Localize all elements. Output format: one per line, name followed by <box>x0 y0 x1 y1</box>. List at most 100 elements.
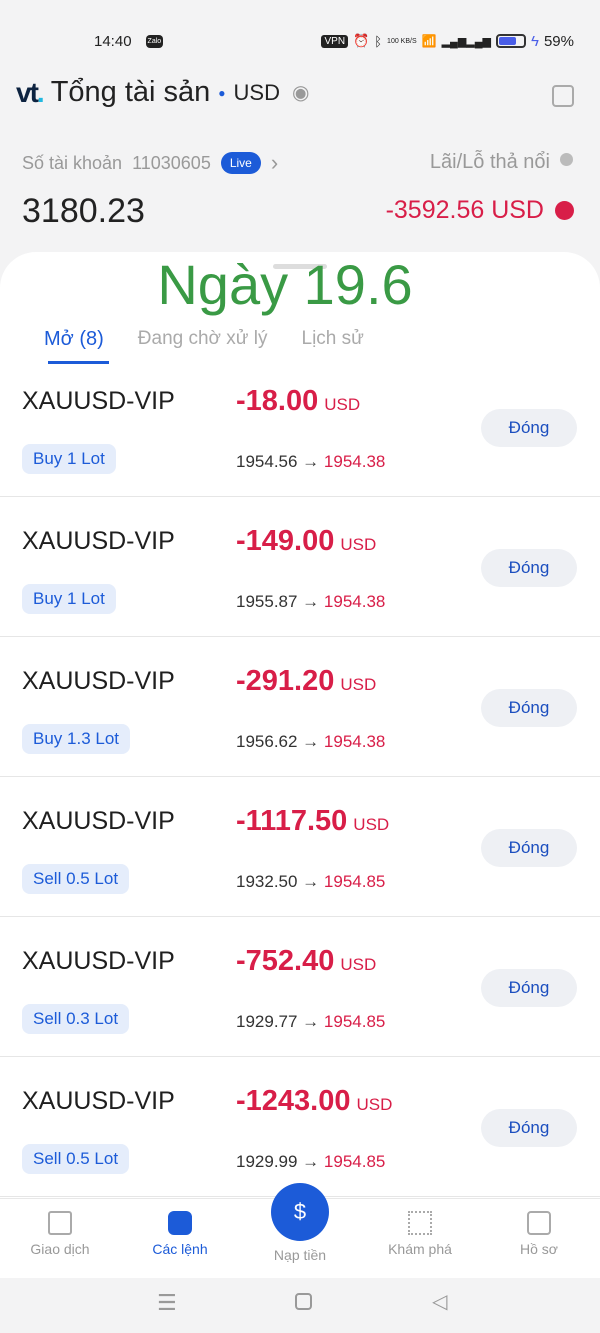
eye-icon[interactable]: ◉ <box>292 82 310 104</box>
tab-pending[interactable]: Đang chờ xử lý <box>137 328 268 349</box>
page-title: Tổng tài sản <box>50 76 211 108</box>
balance: 3180.23 <box>22 192 145 230</box>
pnl-currency: USD <box>353 815 390 834</box>
bottom-nav: Giao dịch Các lệnh $ Nạp tiền Khám phá H… <box>0 1183 600 1278</box>
close-order-button[interactable]: Đóng <box>481 969 577 1007</box>
pnl-currency: USD <box>340 675 377 694</box>
close-order-button[interactable]: Đóng <box>481 409 577 447</box>
live-badge: Live <box>220 152 261 174</box>
open-price: 1929.77 <box>236 1012 298 1031</box>
open-price: 1956.62 <box>236 732 298 751</box>
orders-icon <box>168 1211 192 1235</box>
home-icon[interactable] <box>295 1293 312 1310</box>
order-prices: 1954.56 → 1954.38 <box>236 452 386 471</box>
order-side-badge: Sell 0.5 Lot <box>22 1144 130 1174</box>
message-icon[interactable] <box>552 85 574 107</box>
order-prices: 1929.99 → 1954.85 <box>236 1152 386 1171</box>
pnl-currency: USD <box>356 1095 393 1114</box>
close-order-button[interactable]: Đóng <box>481 829 577 867</box>
open-price: 1954.56 <box>236 452 298 471</box>
tab-underline <box>48 361 109 364</box>
nav-trade[interactable]: Giao dịch <box>5 1211 115 1257</box>
chevron-down-icon[interactable] <box>555 201 574 220</box>
drag-handle[interactable] <box>273 264 327 269</box>
order-symbol: XAUUSD-VIP <box>22 387 175 415</box>
grid-icon <box>408 1211 432 1235</box>
order-row[interactable]: XAUUSD-VIP -149.00 USD Buy 1 Lot 1955.87 … <box>0 497 600 637</box>
close-order-button[interactable]: Đóng <box>481 689 577 727</box>
order-symbol: XAUUSD-VIP <box>22 527 175 555</box>
battery-icon <box>496 34 527 48</box>
back-icon[interactable]: ◁ <box>432 1291 448 1313</box>
tab-history[interactable]: Lịch sử <box>301 328 364 349</box>
clock: 14:40 <box>94 32 132 50</box>
date-overlay: Ngày 19.6 <box>157 253 413 316</box>
pnl-currency: USD <box>340 955 377 974</box>
order-pnl: -1243.00 USD <box>236 1085 392 1118</box>
nav-deposit[interactable]: Nạp tiền <box>273 1247 327 1263</box>
vpn-icon: VPN <box>321 34 349 48</box>
order-symbol: XAUUSD-VIP <box>22 807 175 835</box>
nav-label: Giao dịch <box>30 1241 90 1257</box>
order-row[interactable]: XAUUSD-VIP -291.20 USD Buy 1.3 Lot 1956.6… <box>0 637 600 777</box>
open-price: 1929.99 <box>236 1152 298 1171</box>
chart-icon <box>48 1211 72 1235</box>
charging-icon: ϟ <box>531 32 539 50</box>
tabs: Mở (8) Đang chờ xử lý Lịch sử <box>44 328 364 351</box>
dot: ● <box>218 85 226 100</box>
pnl-currency: USD <box>324 395 361 414</box>
current-price: 1954.38 <box>323 592 386 611</box>
close-order-button[interactable]: Đóng <box>481 1109 577 1147</box>
account-number[interactable]: 11030605 <box>132 152 211 173</box>
alarm-icon: ⏰ <box>353 33 370 48</box>
menu-icon[interactable]: ☰ <box>157 1290 177 1315</box>
order-side-badge: Buy 1.3 Lot <box>22 724 131 754</box>
order-row[interactable]: XAUUSD-VIP -752.40 USD Sell 0.3 Lot 1929.… <box>0 917 600 1057</box>
pnl-currency: USD <box>340 535 377 554</box>
order-row[interactable]: XAUUSD-VIP -1243.00 USD Sell 0.5 Lot 1929… <box>0 1057 600 1197</box>
order-side-badge: Buy 1 Lot <box>22 444 116 474</box>
close-order-button[interactable]: Đóng <box>481 549 577 587</box>
order-row[interactable]: XAUUSD-VIP -1117.50 USD Sell 0.5 Lot 1932… <box>0 777 600 917</box>
order-prices: 1955.87 → 1954.38 <box>236 592 386 611</box>
orders-panel: Ngày 19.6 Mở (8) Đang chờ xử lý Lịch sử … <box>0 252 600 1198</box>
bluetooth-icon: ᛒ <box>374 33 383 49</box>
order-prices: 1932.50 → 1954.85 <box>236 872 386 891</box>
current-price: 1954.38 <box>323 732 386 751</box>
pnl-value: -1117.50 <box>236 805 348 837</box>
nav-orders[interactable]: Các lệnh <box>125 1211 235 1257</box>
deposit-icon[interactable]: $ <box>271 1183 329 1241</box>
order-prices: 1929.77 → 1954.85 <box>236 1012 386 1031</box>
order-symbol: XAUUSD-VIP <box>22 667 175 695</box>
order-row[interactable]: XAUUSD-VIP -18.00 USD Buy 1 Lot 1954.56 →… <box>0 357 600 497</box>
battery-level: 59% <box>543 32 574 50</box>
current-price: 1954.85 <box>323 872 386 891</box>
nav-label: Các lệnh <box>152 1241 208 1257</box>
tab-open[interactable]: Mở (8) <box>44 328 104 350</box>
zalo-icon: Zalo <box>145 34 164 48</box>
open-price: 1932.50 <box>236 872 298 891</box>
nav-explore[interactable]: Khám phá <box>365 1211 475 1257</box>
account-row: Số tài khoản 11030605 Live › <box>22 150 278 176</box>
pnl-value: -1243.00 <box>236 1085 351 1117</box>
order-pnl: -149.00 USD <box>236 525 376 558</box>
order-side-badge: Sell 0.3 Lot <box>22 1004 130 1034</box>
pnl-value: -752.40 <box>236 945 335 977</box>
order-side-badge: Sell 0.5 Lot <box>22 864 130 894</box>
pnl-value: -18.00 <box>236 385 319 417</box>
signal-icon: ▂▄▆▂▄▆ <box>441 35 492 48</box>
wifi-icon: 📶 <box>421 34 437 48</box>
order-symbol: XAUUSD-VIP <box>22 947 175 975</box>
order-pnl: -752.40 USD <box>236 945 376 978</box>
open-price: 1955.87 <box>236 592 298 611</box>
chevron-right-icon[interactable]: › <box>270 150 279 175</box>
vt-logo: vt. <box>16 76 45 108</box>
pnl-value: -291.20 <box>236 665 335 697</box>
current-price: 1954.85 <box>323 1152 386 1171</box>
nav-label: Hồ sơ <box>520 1241 558 1257</box>
current-price: 1954.85 <box>323 1012 386 1031</box>
nav-profile[interactable]: Hồ sơ <box>484 1211 594 1257</box>
order-pnl: -18.00 USD <box>236 385 360 418</box>
info-icon[interactable] <box>560 153 573 166</box>
order-side-badge: Buy 1 Lot <box>22 584 116 614</box>
